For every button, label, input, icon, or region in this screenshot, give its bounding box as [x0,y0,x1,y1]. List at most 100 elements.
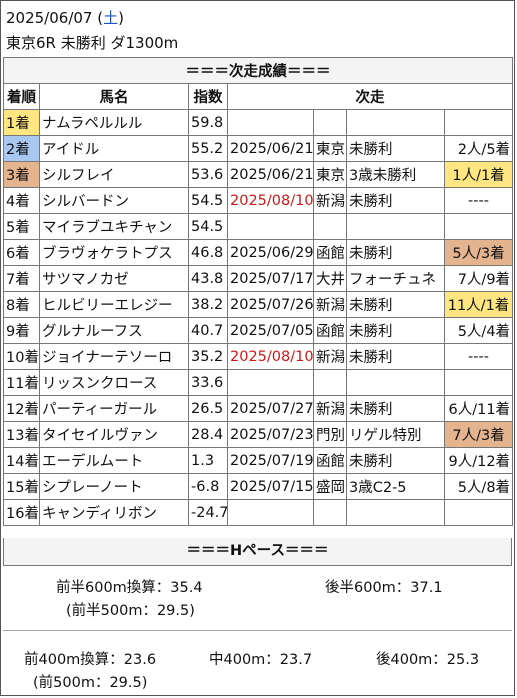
next-result-cell: 5人/8着 [443,473,514,500]
next-result-cell [443,213,514,240]
index-cell: 43.8 [188,265,228,292]
next-race-cell: 未勝利 [346,343,445,370]
pace-first600: 前半600m換算：35.4 [56,580,203,596]
table-row: 14着 エーデルムート 1.3 2025/07/19 函館 未勝利 9人/12着 [3,447,514,474]
next-track-cell: 盛岡 [313,473,347,500]
col-horse: 馬名 [39,83,189,110]
horse-name-cell: マイラブユキチャン [39,213,189,240]
index-cell: 59.8 [188,109,228,136]
index-cell: 54.5 [188,213,228,240]
next-result-cell: 5人/3着 [443,239,514,266]
pace-first400: 前400m換算：23.6 [24,652,157,668]
next-date-cell: 2025/07/17 [227,265,314,292]
next-race-cell: 未勝利 [346,239,445,266]
next-race-cell: 未勝利 [346,187,445,214]
horse-name-cell: エーデルムート [39,447,189,474]
table-row: 2着 アイドル 55.2 2025/06/21 東京 未勝利 2人/5着 [3,135,514,162]
next-date-cell: 2025/06/29 [227,239,314,266]
rank-cell: 5着 [3,213,40,240]
next-track-cell: 大井 [313,265,347,292]
index-cell: 54.5 [188,187,228,214]
race-date: 2025/06/07 [6,9,93,27]
next-date-cell: 2025/07/15 [227,473,314,500]
table-row: 10着 ジョイナーテソーロ 35.2 2025/08/10 新潟 未勝利 ---- [3,343,514,370]
next-race-cell [346,369,445,396]
rank-cell: 11着 [3,369,40,396]
horse-name-cell: ナムラペルルル [39,109,189,136]
next-race-cell: 未勝利 [346,447,445,474]
table-row: 11着 リッスンクロース 33.6 [3,369,514,396]
table-row: 1着 ナムラペルルル 59.8 [3,109,514,136]
next-race-cell: 未勝利 [346,135,445,162]
next-track-cell: 東京 [313,161,347,188]
index-cell: -6.8 [188,473,228,500]
table-row: 7着 サツマノカゼ 43.8 2025/07/17 大井 フォーチュネ 7人/9着 [3,265,514,292]
index-cell: 46.8 [188,239,228,266]
rank-cell: 13着 [3,421,40,448]
results-body: 1着 ナムラペルルル 59.8 2着 アイドル 55.2 2025/06/21 東京 未勝利 2人… [3,109,514,526]
next-date-cell: 2025/08/10 [227,343,314,370]
rank-cell: 9着 [3,317,40,344]
pace-last400: 後400m：25.3 [376,652,480,668]
rank-cell: 15着 [3,473,40,500]
index-cell: 26.5 [188,395,228,422]
next-race-cell [346,109,445,136]
table-row: 6着 ブラヴォケラトプス 46.8 2025/06/29 函館 未勝利 5人/3着 [3,239,514,266]
horse-name-cell: シプレーノート [39,473,189,500]
next-date-cell: 2025/06/21 [227,161,314,188]
col-index: 指数 [188,83,228,110]
next-track-cell: 函館 [313,447,347,474]
rank-cell: 14着 [3,447,40,474]
next-result-cell [443,109,514,136]
index-cell: 40.7 [188,317,228,344]
pace-mid400: 中400m：23.7 [209,652,313,668]
next-result-cell [443,499,514,526]
next-date-cell: 2025/07/19 [227,447,314,474]
table-row: 13着 タイセイルヴァン 28.4 2025/07/23 門別 リゲル特別 7人/3着 [3,421,514,448]
next-track-cell: 新潟 [313,395,347,422]
race-weekday: 土 [103,9,119,27]
pace-last600: 後半600m：37.1 [325,580,443,596]
next-track-cell: 新潟 [313,343,347,370]
horse-name-cell: ヒルビリーエレジー [39,291,189,318]
next-date-cell [227,213,314,240]
next-result-cell [443,369,514,396]
next-track-cell [313,369,347,396]
rank-cell: 10着 [3,343,40,370]
rank-cell: 3着 [3,161,40,188]
pace-divider [3,630,512,631]
next-track-cell: 東京 [313,135,347,162]
index-cell: 35.2 [188,343,228,370]
horse-name-cell: ブラヴォケラトプス [39,239,189,266]
index-cell: -24.7 [188,499,228,526]
next-track-cell [313,109,347,136]
next-date-cell: 2025/07/26 [227,291,314,318]
rank-cell: 8着 [3,291,40,318]
rank-cell: 2着 [3,135,40,162]
next-track-cell: 門別 [313,421,347,448]
table-row: 8着 ヒルビリーエレジー 38.2 2025/07/26 新潟 未勝利 11人/1着 [3,291,514,318]
table-row: 15着 シプレーノート -6.8 2025/07/15 盛岡 3歳C2-5 5人/8着 [3,473,514,500]
rank-cell: 7着 [3,265,40,292]
horse-name-cell: サツマノカゼ [39,265,189,292]
next-race-cell: 未勝利 [346,317,445,344]
pace-title: ＝＝＝Hペース＝＝＝ [3,538,512,566]
next-date-cell: 2025/06/21 [227,135,314,162]
section-title: ＝＝＝次走成績＝＝＝ [2,57,514,84]
next-track-cell [313,499,347,526]
horse-name-cell: グルナルーフス [39,317,189,344]
index-cell: 28.4 [188,421,228,448]
next-track-cell: 函館 [313,239,347,266]
next-date-cell: 2025/07/23 [227,421,314,448]
next-date-cell [227,109,314,136]
horse-name-cell: アイドル [39,135,189,162]
next-race-cell: 未勝利 [346,291,445,318]
rank-cell: 1着 [3,109,40,136]
horse-name-cell: シルフレイ [39,161,189,188]
next-track-cell: 函館 [313,317,347,344]
table-row: 3着 シルフレイ 53.6 2025/06/21 東京 3歳未勝利 1人/1着 [3,161,514,188]
next-result-cell: 9人/12着 [443,447,514,474]
next-track-cell: 新潟 [313,187,347,214]
next-result-cell: 11人/1着 [443,291,514,318]
table-row: 4着 シルバードン 54.5 2025/08/10 新潟 未勝利 ---- [3,187,514,214]
